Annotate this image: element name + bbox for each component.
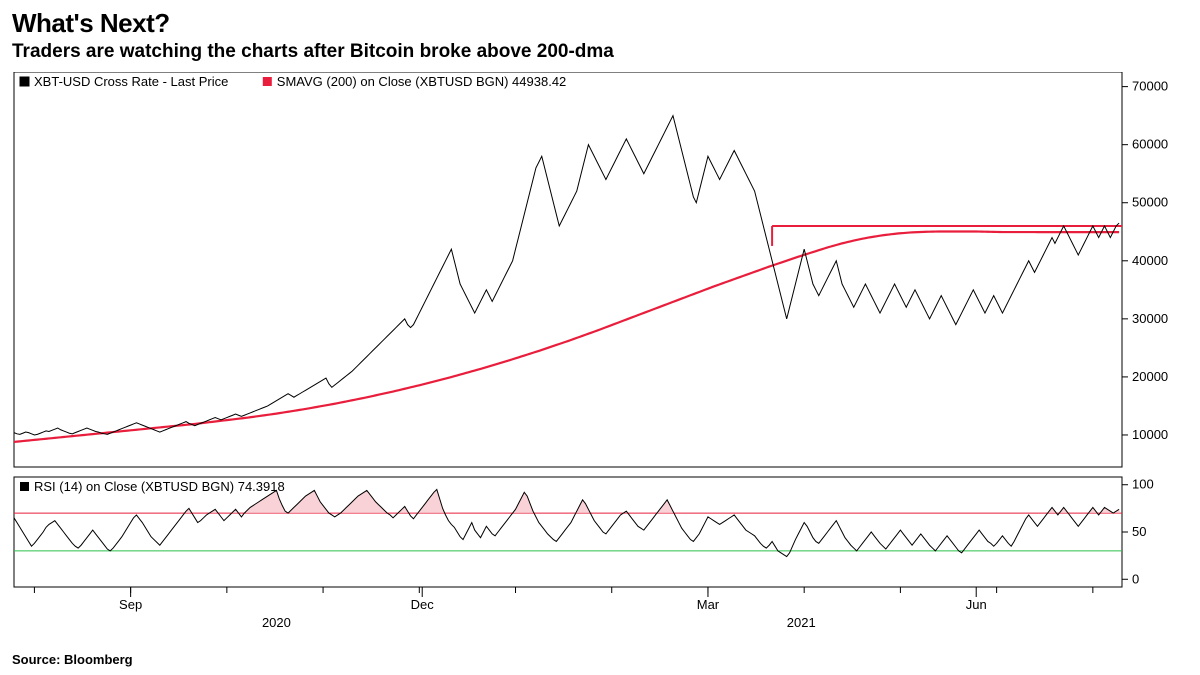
svg-text:XBT-USD Cross Rate - Last Pric: XBT-USD Cross Rate - Last Price [34, 74, 228, 89]
svg-text:40000: 40000 [1132, 253, 1168, 268]
svg-text:Dec: Dec [411, 597, 435, 612]
svg-text:50000: 50000 [1132, 195, 1168, 210]
svg-text:0: 0 [1132, 571, 1139, 586]
svg-text:60000: 60000 [1132, 137, 1168, 152]
svg-text:RSI (14) on Close (XBTUSD BGN: RSI (14) on Close (XBTUSD BGN) 74.3918 [34, 479, 285, 494]
svg-text:Sep: Sep [119, 597, 142, 612]
svg-text:2021: 2021 [787, 615, 816, 630]
chart-title: What's Next? [12, 8, 1188, 39]
source-label: Source: Bloomberg [12, 652, 133, 667]
chart-subtitle: Traders are watching the charts after Bi… [12, 41, 1188, 63]
chart-svg: 10000 20000 30000 40000 50000 60000 70000 XBT-U… [12, 72, 1188, 642]
svg-text:10000: 10000 [1132, 427, 1168, 442]
svg-text:100: 100 [1132, 477, 1154, 492]
svg-text:Mar: Mar [697, 597, 720, 612]
chart-container: 10000 20000 30000 40000 50000 60000 70000 XBT-U… [12, 72, 1188, 643]
svg-text:Jun: Jun [966, 597, 987, 612]
svg-text:20000: 20000 [1132, 369, 1168, 384]
svg-text:SMAVG (200) on Close (XBTUSD: SMAVG (200) on Close (XBTUSD BGN) 44938.… [277, 74, 567, 89]
svg-text:30000: 30000 [1132, 311, 1168, 326]
svg-text:70000: 70000 [1132, 79, 1168, 94]
svg-text:50: 50 [1132, 524, 1146, 539]
svg-text:2020: 2020 [262, 615, 291, 630]
